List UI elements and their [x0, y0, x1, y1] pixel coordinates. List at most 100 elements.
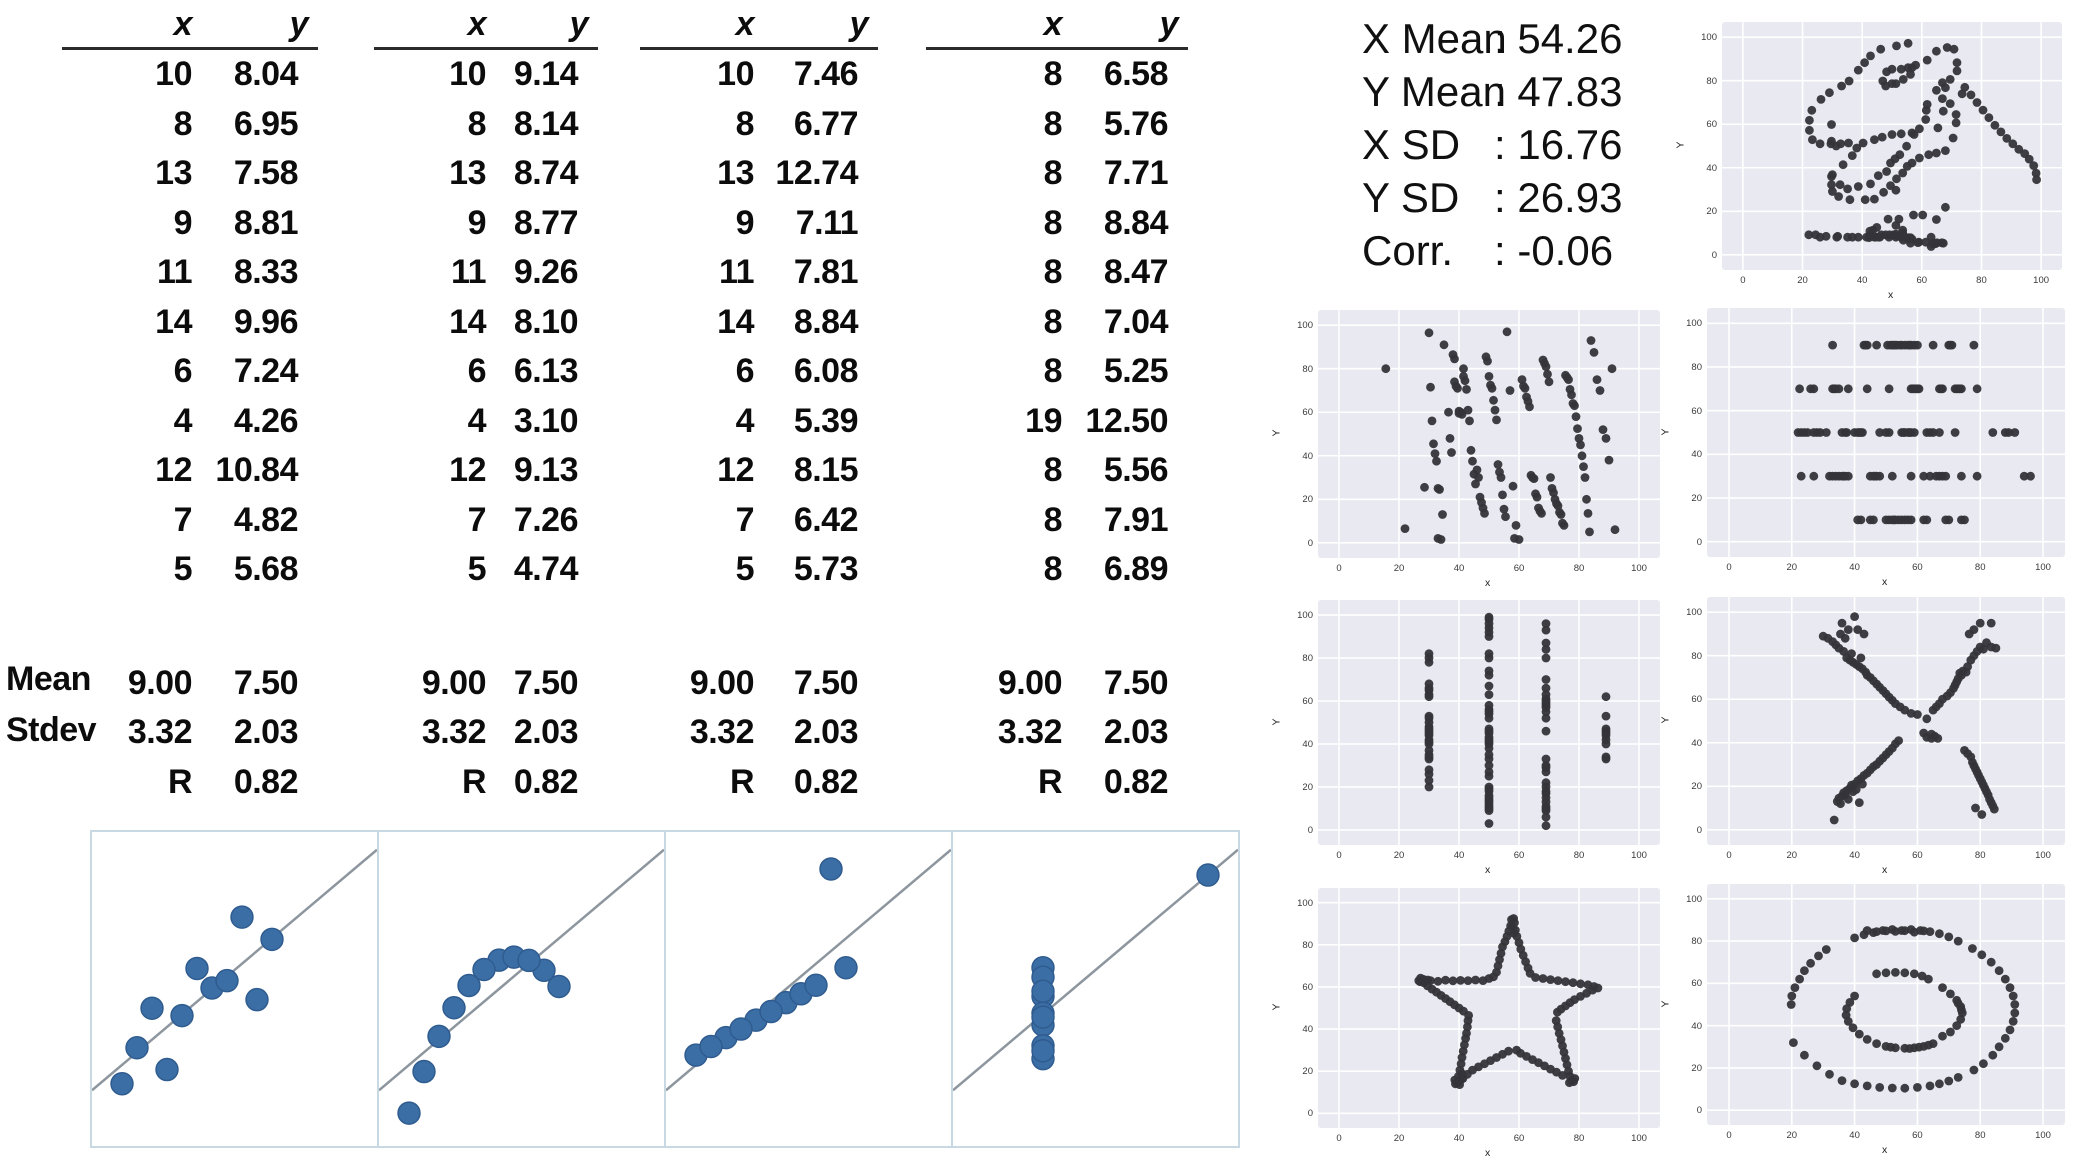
x-value: 13 [717, 154, 754, 193]
x-axis-label: x [1882, 864, 1888, 876]
data-point [215, 968, 239, 993]
table-row: 11 8.33 [62, 248, 318, 298]
y-tick-label: 80 [1302, 939, 1313, 951]
y-tick-label: 0 [1696, 824, 1702, 836]
data-point [1543, 369, 1552, 379]
x-tick-label: 60 [1513, 563, 1525, 574]
data-point [1951, 110, 1961, 119]
data-point [1532, 492, 1542, 502]
data-point [1862, 1035, 1872, 1044]
x-tick-label: 20 [1393, 563, 1405, 574]
data-point [1858, 138, 1868, 148]
table-row: 8 6.89 [926, 545, 1188, 595]
datasaurus-stats-block: X Mean: 54.26 Y Mean: 47.83 X SD: 16.76 Y S… [1362, 12, 1622, 277]
x-tick-label: 20 [1797, 275, 1808, 286]
table-row: 8 8.14 [374, 100, 598, 150]
data-point [1892, 174, 1901, 184]
data-point [1825, 88, 1834, 98]
circle-plot-svg [1707, 884, 2065, 1125]
data-point [1957, 384, 1966, 394]
x-value: 13 [449, 154, 486, 193]
data-point [1541, 754, 1551, 764]
y-value: 10.84 [215, 451, 298, 490]
y-tick-label: 0 [1307, 537, 1313, 549]
y-tick-label: 40 [1706, 162, 1717, 174]
x-value: 8 [1043, 302, 1063, 341]
column-header-y: y [289, 5, 309, 43]
data-point [1935, 929, 1944, 939]
data-point [1853, 232, 1863, 242]
data-point [1843, 384, 1853, 394]
data-point [1031, 1039, 1055, 1063]
data-point [1854, 798, 1864, 807]
data-point [1875, 428, 1885, 437]
column-header-x: x [467, 5, 487, 43]
anscombe-plot-svg [92, 848, 377, 1096]
data-point [2019, 471, 2029, 481]
data-point [1951, 118, 1961, 128]
y-value: 5.25 [1103, 352, 1169, 391]
data-point [1834, 192, 1843, 201]
data-point [729, 1017, 753, 1041]
x-value: 9 [173, 203, 193, 242]
data-point [1853, 625, 1863, 634]
data-point [1821, 231, 1831, 241]
data-point [1541, 690, 1551, 699]
data-point [1979, 1059, 1988, 1069]
data-point [1414, 976, 1424, 985]
data-point [1502, 327, 1512, 337]
data-point [110, 1071, 134, 1096]
dino-plot [1722, 22, 2062, 270]
data-point [1932, 215, 1941, 224]
data-point [1843, 625, 1853, 634]
table-row: 7 6.42 [640, 496, 878, 546]
data-point [1922, 55, 1932, 65]
data-point [1950, 428, 1960, 437]
table-row: 5 5.68 [62, 545, 318, 595]
data-point [1484, 612, 1494, 622]
table-row: 5 4.74 [374, 545, 598, 595]
x-value: 19 [1025, 401, 1062, 440]
data-point [1531, 973, 1540, 982]
data-point [1986, 957, 1996, 967]
data-point [1903, 38, 1913, 48]
data-point [1872, 927, 1881, 936]
data-point [1944, 1076, 1954, 1086]
x-value: 10 [155, 55, 192, 94]
y-value: 5.73 [793, 550, 859, 589]
x-tick-label: 0 [1740, 275, 1746, 286]
x-value: 8 [1043, 500, 1063, 539]
y-tick-label: 40 [1691, 449, 1702, 461]
data-point [1919, 926, 1929, 936]
data-point [1837, 618, 1847, 628]
data-point [1898, 75, 1908, 84]
data-point [2010, 1008, 2020, 1018]
data-point [1466, 445, 1476, 455]
r-row-y: 0.82 [233, 762, 299, 801]
x-tick-label: 80 [1974, 562, 1986, 573]
data-point [1925, 471, 1935, 481]
data-point [1795, 384, 1804, 394]
data-point [1196, 863, 1220, 887]
x-tick-label: 0 [1336, 563, 1342, 574]
x-value: 14 [717, 302, 754, 341]
y-axis-label: Y [1659, 999, 1672, 1008]
table-row: 8 6.77 [640, 100, 878, 150]
x-axis-label: x [1485, 864, 1491, 876]
data-point [1541, 683, 1551, 693]
x-tick-label: 20 [1786, 850, 1798, 861]
data-point [1941, 471, 1951, 481]
y-tick-label: 0 [1696, 536, 1702, 548]
data-point [1568, 978, 1578, 988]
x-tick-label: 40 [1856, 275, 1868, 286]
data-point [245, 987, 269, 1012]
data-point [1847, 649, 1856, 658]
mean-row-x: 9.00 [421, 663, 487, 702]
r-row-x: R [461, 762, 487, 801]
data-point [1809, 384, 1819, 394]
y-value: 5.56 [1103, 451, 1169, 490]
table-row: 8 6.95 [62, 100, 318, 150]
